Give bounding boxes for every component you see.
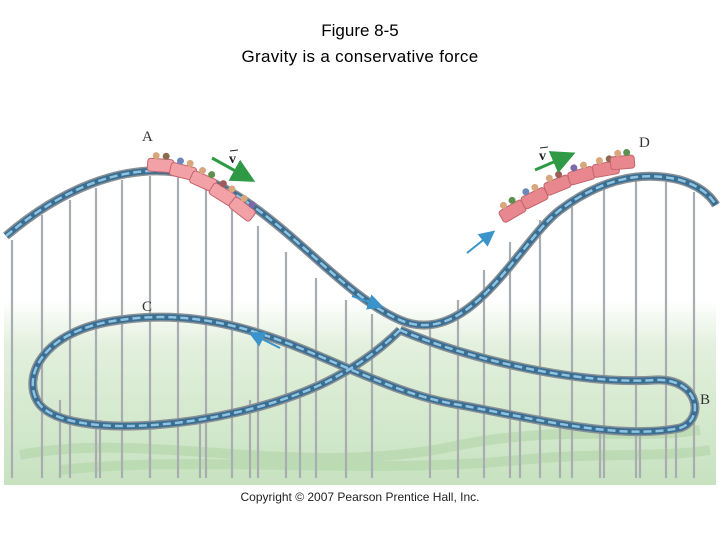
train-at-a [146, 152, 256, 222]
point-label-b: B [700, 392, 710, 408]
point-label-c: C [142, 299, 152, 315]
point-label-d: D [639, 135, 650, 151]
direction-arrow-left [248, 332, 281, 349]
direction-arrow-down [351, 294, 384, 310]
figure-title: Figure 8-5 [321, 21, 399, 40]
figure-subtitle: Gravity is a conservative force [241, 47, 479, 66]
velocity-vector-d: v [534, 146, 576, 174]
copyright-notice: Copyright © 2007 Pearson Prentice Hall, … [240, 490, 480, 504]
point-label-a: A [142, 129, 153, 145]
velocity-vector-a: v [211, 149, 256, 182]
velocity-label-d: v [539, 149, 546, 164]
velocity-label-a: v [229, 152, 236, 167]
direction-arrow-up [466, 230, 496, 254]
lower-track [28, 312, 700, 437]
